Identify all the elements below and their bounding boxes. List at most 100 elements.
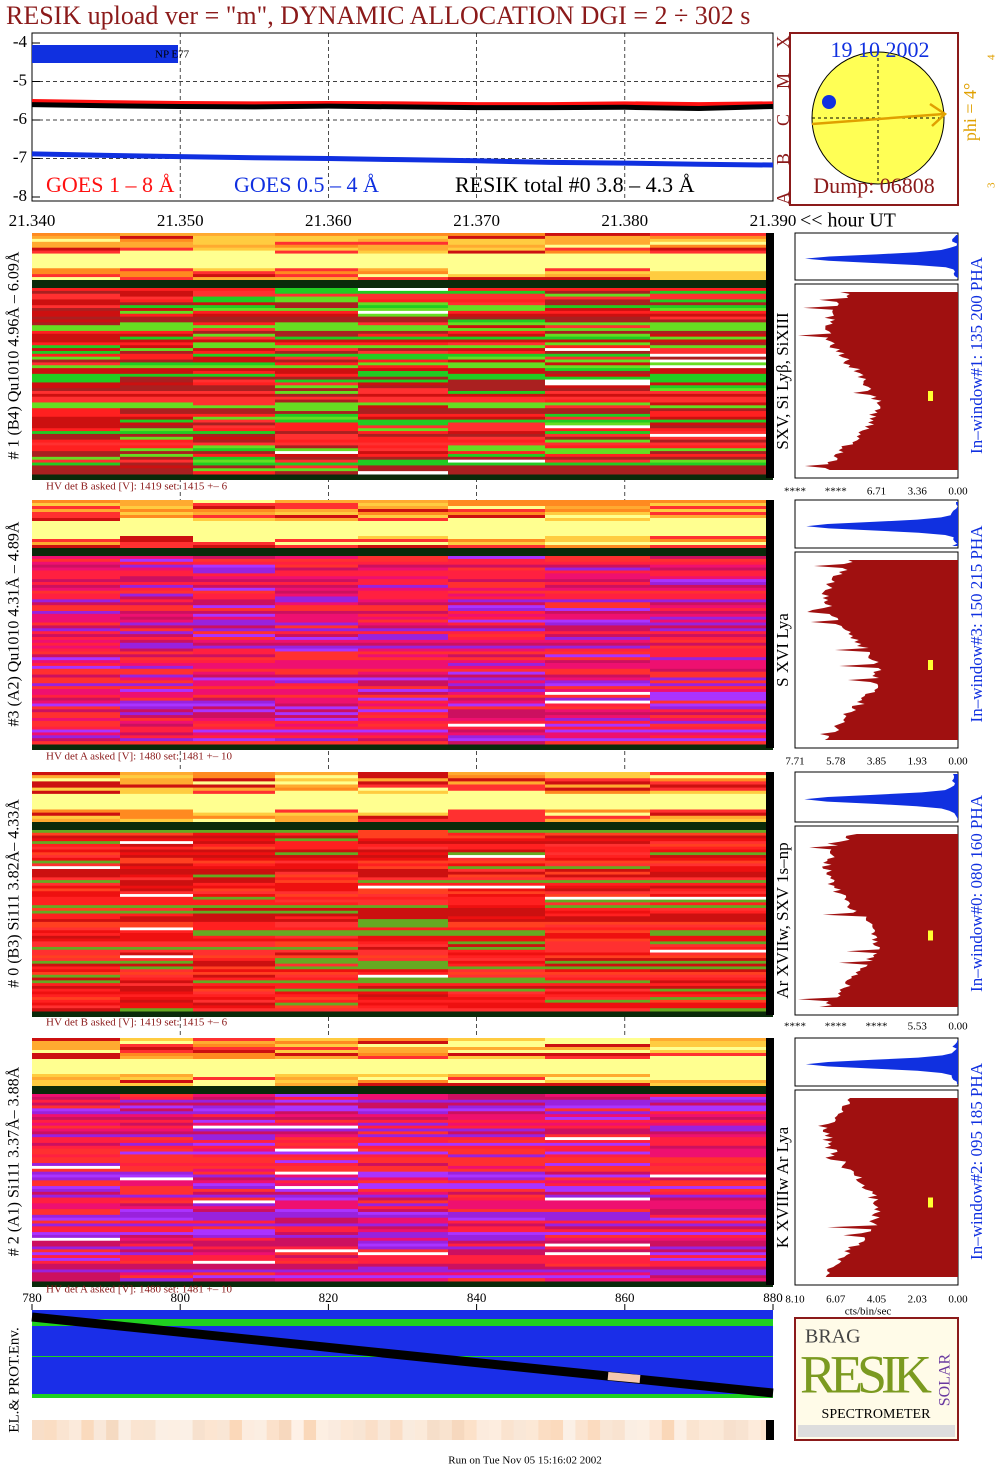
phi-label: phi = 4° [960, 83, 980, 141]
spectrogram-cell [650, 290, 773, 295]
spectrogram-cell [193, 556, 275, 560]
spectrogram-cell [275, 665, 358, 670]
spectrogram-cell [650, 296, 773, 300]
spectrogram-cell [448, 1038, 545, 1042]
spectrogram-cell [650, 445, 773, 449]
spectrogram-cell [650, 1077, 773, 1081]
spectrogram-cell [32, 1140, 120, 1144]
spectrogram-cell [358, 1005, 448, 1009]
spectrogram-cell [448, 622, 545, 626]
spectrogram-cell [275, 913, 358, 917]
spectrogram-cell [650, 874, 773, 878]
spectrogram-cell [545, 530, 650, 534]
spectrogram-cell [358, 1191, 448, 1196]
env-tick-label: 860 [615, 1290, 635, 1305]
spectrogram-cell [448, 542, 545, 546]
spectrogram-cell [448, 631, 545, 635]
spectrogram-cell [358, 1183, 448, 1187]
spectrogram-cell [650, 1134, 773, 1138]
spectrogram-cell [193, 657, 275, 661]
spectrogram-cell [193, 253, 275, 257]
spectrogram-cell [193, 238, 275, 243]
spectrogram-cell [32, 905, 120, 909]
spectrogram-cell [120, 977, 193, 981]
spectrogram-cell [120, 625, 193, 629]
spectrogram-cell [650, 587, 773, 592]
env-label: EL.& PROT.Env. [6, 1327, 22, 1432]
spectrogram-cell [120, 433, 193, 438]
spectrogram-cell [650, 631, 773, 635]
spectrogram-cell [275, 241, 358, 246]
spectrogram-cell [358, 509, 448, 513]
spectrogram-cell [448, 738, 545, 742]
spectrogram-cell [650, 365, 773, 369]
spectrogram-cell [448, 274, 545, 278]
spectrogram-cell [32, 715, 120, 719]
y-tick-label: -8 [13, 186, 27, 205]
spectrogram-cell [545, 310, 650, 315]
spectrogram-cell [275, 539, 358, 543]
spectrogram-cell [448, 1232, 545, 1236]
spectrogram-cell [545, 1074, 650, 1078]
spectrogram-cell [275, 921, 358, 926]
spectrogram-cell [120, 907, 193, 912]
env-strip [377, 1420, 391, 1440]
spectrogram-cell [275, 325, 358, 329]
spectrogram-cell [193, 1044, 275, 1048]
spectrogram-cell [120, 896, 193, 901]
spectrogram-cell [32, 277, 120, 281]
spectrogram-cell [120, 558, 193, 563]
spectrogram-cell [193, 818, 275, 823]
spectrogram-cell [275, 393, 358, 398]
spectrogram-cell [545, 963, 650, 967]
spectrogram-cell [650, 570, 773, 574]
spectrogram-cell [448, 1117, 545, 1121]
spectrogram-cell [448, 539, 545, 543]
spectrogram-cell [193, 509, 275, 513]
annotation-box [32, 45, 178, 63]
spectrogram-cell [448, 781, 545, 785]
spectrogram-cell [32, 451, 120, 455]
spectrogram-cell [650, 1209, 773, 1213]
spectrogram-cell [275, 625, 358, 629]
spectrogram-cell [358, 296, 448, 300]
spectrogram-cell [193, 296, 275, 300]
spectrogram-cell [275, 1272, 358, 1276]
spectrogram-cell [545, 1059, 650, 1063]
spectrogram-cell [545, 868, 650, 873]
spectrogram-cell [448, 778, 545, 782]
spectrogram-cell [545, 542, 650, 546]
spectrogram-cell [193, 729, 275, 733]
spectrogram-cell [650, 576, 773, 580]
spectrogram-cell [650, 668, 773, 673]
spectrogram-cell [448, 288, 545, 292]
spectrogram-cell [448, 545, 545, 549]
spectrogram-cell [32, 1041, 120, 1045]
spectrogram-cell [650, 778, 773, 782]
detector-label: # 2 (A1) Si111 3.37Å– 3.88Å [5, 1066, 23, 1256]
spectrogram-cell [275, 871, 358, 876]
spectrogram-cell [120, 579, 193, 583]
spectrogram-cell [358, 797, 448, 801]
spectrogram-cell [193, 1255, 275, 1259]
spectrogram-cell [193, 877, 275, 881]
spectrogram-cell [275, 293, 358, 298]
spectrogram-cell [358, 376, 448, 381]
spectrogram-cell [358, 891, 448, 895]
spectrogram-cell [545, 1252, 650, 1256]
spectrogram-cell [275, 353, 358, 358]
spectrogram-cell [193, 683, 275, 687]
spectrogram-cell [275, 866, 358, 870]
spectrogram-cell [650, 293, 773, 298]
spectrogram-cell [32, 413, 120, 418]
spectrogram-cell [448, 558, 545, 563]
spectrogram-cell [120, 1214, 193, 1219]
spectrogram-cell [448, 602, 545, 606]
spectrogram-cell [448, 703, 545, 707]
spectrogram-cell [650, 832, 773, 837]
spectrogram-cell [193, 1269, 275, 1273]
spectrum-tick: 5.53 [908, 1021, 928, 1033]
spectrogram-cell [545, 613, 650, 618]
spectrogram-cell [448, 413, 545, 418]
spectrogram-cell [358, 388, 448, 392]
